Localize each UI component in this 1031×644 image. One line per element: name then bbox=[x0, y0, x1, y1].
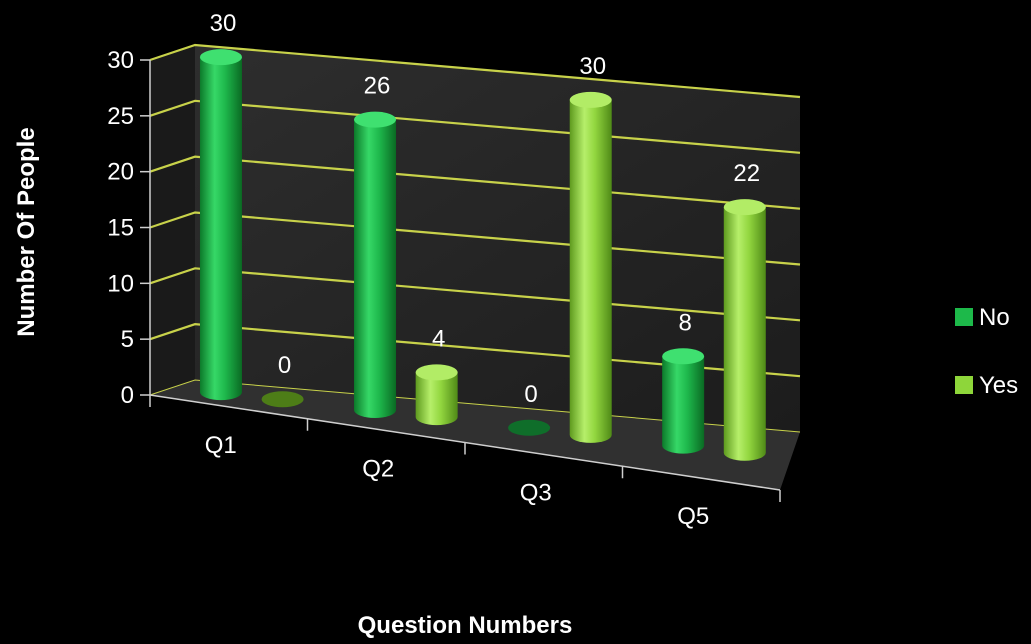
bar-yes bbox=[569, 99, 612, 443]
y-axis: 0 5 10 15 20 25 30 bbox=[107, 47, 151, 409]
y-tick-label: 15 bbox=[107, 215, 134, 242]
bar-top-no bbox=[354, 111, 397, 128]
legend: No Yes bbox=[955, 304, 1018, 399]
x-tick-label: Q3 bbox=[520, 479, 552, 506]
bars bbox=[199, 49, 766, 461]
bar-no bbox=[199, 57, 242, 401]
data-label: 30 bbox=[210, 10, 237, 37]
y-axis-title: Number Of People bbox=[13, 127, 40, 336]
data-label: 8 bbox=[678, 309, 691, 336]
data-label: 22 bbox=[733, 160, 760, 187]
x-axis-title: Question Numbers bbox=[358, 612, 573, 639]
bar-top-no bbox=[199, 49, 242, 66]
data-label: 0 bbox=[524, 381, 537, 408]
y-tick-label: 10 bbox=[107, 270, 134, 297]
bar-yes bbox=[415, 372, 458, 426]
bar-top-no bbox=[662, 348, 705, 365]
bar-top-yes bbox=[415, 364, 458, 381]
gridline bbox=[149, 43, 801, 99]
bar-zero-no bbox=[508, 419, 551, 436]
data-label: 0 bbox=[278, 352, 291, 379]
legend-label-yes: Yes bbox=[979, 372, 1018, 399]
data-labels: 30 0 26 4 0 30 8 22 bbox=[210, 10, 761, 408]
x-tick-label: Q5 bbox=[677, 503, 709, 530]
data-label: 4 bbox=[432, 325, 445, 352]
legend-label-no: No bbox=[979, 304, 1010, 331]
y-tick-label: 25 bbox=[107, 103, 134, 130]
data-label: 30 bbox=[579, 53, 606, 80]
x-tick-label: Q2 bbox=[362, 456, 394, 483]
x-axis: Q1 Q2 Q3 Q5 bbox=[149, 394, 781, 530]
y-tick-label: 0 bbox=[121, 382, 134, 409]
y-tick-label: 30 bbox=[107, 47, 134, 74]
y-tick-label: 5 bbox=[121, 326, 134, 353]
data-label: 26 bbox=[364, 73, 391, 100]
bar-top-yes bbox=[723, 199, 766, 216]
legend-swatch-yes bbox=[955, 376, 973, 394]
x-tick-label: Q1 bbox=[205, 432, 237, 459]
bar-no bbox=[354, 119, 397, 418]
floor bbox=[150, 380, 800, 490]
y-tick-label: 20 bbox=[107, 159, 134, 186]
bar-yes bbox=[723, 207, 766, 461]
bar-top-yes bbox=[569, 91, 612, 108]
bar-zero-yes bbox=[261, 391, 304, 408]
bar-no bbox=[662, 356, 705, 454]
legend-swatch-no bbox=[955, 308, 973, 326]
